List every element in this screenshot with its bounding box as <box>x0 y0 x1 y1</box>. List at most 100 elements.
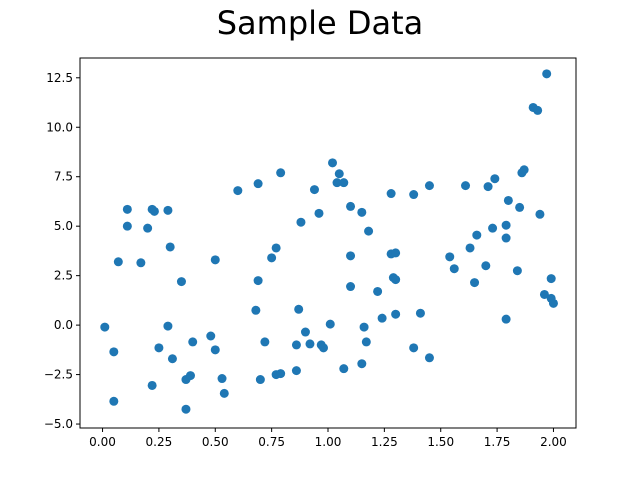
data-point <box>271 243 281 253</box>
data-point <box>424 353 434 363</box>
data-point <box>233 186 243 196</box>
data-point <box>501 233 511 243</box>
data-point <box>167 354 177 364</box>
data-point <box>490 174 500 184</box>
data-point <box>472 230 482 240</box>
data-point <box>386 189 396 199</box>
axes-frame <box>79 57 577 429</box>
data-point <box>483 182 493 192</box>
data-point <box>253 179 263 189</box>
data-point <box>328 158 338 168</box>
data-point <box>136 258 146 268</box>
data-point <box>325 319 335 329</box>
data-point <box>109 347 119 357</box>
data-point <box>339 364 349 374</box>
data-point <box>294 304 304 314</box>
y-tick-label: 0.0 <box>54 318 73 332</box>
data-point <box>361 337 371 347</box>
data-point <box>465 243 475 253</box>
x-tick-label: 1.75 <box>484 435 511 449</box>
x-tick-label: 1.25 <box>371 435 398 449</box>
data-point <box>267 253 277 263</box>
data-point <box>359 322 369 332</box>
x-tick-label: 0.75 <box>258 435 285 449</box>
data-point <box>501 314 511 324</box>
data-point <box>122 204 132 214</box>
data-point <box>185 371 195 381</box>
data-point <box>147 380 157 390</box>
data-point <box>546 274 556 284</box>
data-point <box>143 223 153 233</box>
data-points <box>100 69 558 414</box>
data-point <box>154 343 164 353</box>
data-point <box>122 221 132 231</box>
x-tick-label: 0.50 <box>202 435 229 449</box>
data-point <box>217 374 227 384</box>
data-point <box>512 266 522 276</box>
data-point <box>373 286 383 296</box>
y-tick-label: −5.0 <box>44 417 73 431</box>
x-tick-label: 1.50 <box>427 435 454 449</box>
data-point <box>391 309 401 319</box>
data-point <box>334 169 344 179</box>
x-tick-label: 1.00 <box>315 435 342 449</box>
data-point <box>188 337 198 347</box>
data-point <box>210 345 220 355</box>
data-point <box>357 359 367 369</box>
data-point <box>409 343 419 353</box>
x-axis-ticks: 0.00 0.25 0.50 0.75 1.00 1.25 1.50 1.75 2.00 <box>89 428 567 449</box>
data-point <box>276 168 286 178</box>
data-point <box>305 339 315 349</box>
data-point <box>100 322 110 332</box>
x-tick-label: 2.00 <box>540 435 567 449</box>
data-point <box>542 69 552 79</box>
data-point <box>535 209 545 219</box>
chart-title: Sample Data <box>216 4 424 42</box>
y-tick-label: 2.5 <box>54 269 73 283</box>
data-point <box>409 190 419 200</box>
y-tick-label: 10.0 <box>46 120 73 134</box>
data-point <box>251 305 261 315</box>
data-point <box>276 369 286 379</box>
x-tick-label: 0.25 <box>146 435 173 449</box>
y-tick-label: −2.5 <box>44 368 73 382</box>
data-point <box>445 252 455 262</box>
data-point <box>296 217 306 227</box>
data-point <box>539 289 549 299</box>
data-point <box>318 343 328 353</box>
data-point <box>415 308 425 318</box>
data-point <box>291 366 301 376</box>
data-point <box>260 337 270 347</box>
data-point <box>346 282 356 292</box>
data-point <box>391 275 401 285</box>
data-point <box>149 206 159 216</box>
y-tick-label: 7.5 <box>54 170 73 184</box>
data-point <box>309 185 319 195</box>
data-point <box>253 276 263 286</box>
data-point <box>488 223 498 233</box>
data-point <box>339 178 349 188</box>
y-axis-ticks: −5.0 −2.5 0.0 2.5 5.0 7.5 10.0 12.5 <box>44 71 80 431</box>
data-point <box>449 264 459 274</box>
y-tick-label: 12.5 <box>46 71 73 85</box>
data-point <box>519 165 529 175</box>
data-point <box>113 257 123 267</box>
data-point <box>219 388 229 398</box>
data-point <box>109 396 119 406</box>
data-point <box>291 340 301 350</box>
data-point <box>165 242 175 252</box>
data-point <box>163 205 173 215</box>
data-point <box>176 277 186 287</box>
data-point <box>181 404 191 414</box>
data-point <box>346 201 356 211</box>
data-point <box>206 331 216 341</box>
data-point <box>300 327 310 337</box>
data-point <box>314 208 324 218</box>
data-point <box>548 298 558 308</box>
data-point <box>364 226 374 236</box>
data-point <box>255 375 265 385</box>
x-tick-label: 0.00 <box>89 435 116 449</box>
data-point <box>501 220 511 230</box>
